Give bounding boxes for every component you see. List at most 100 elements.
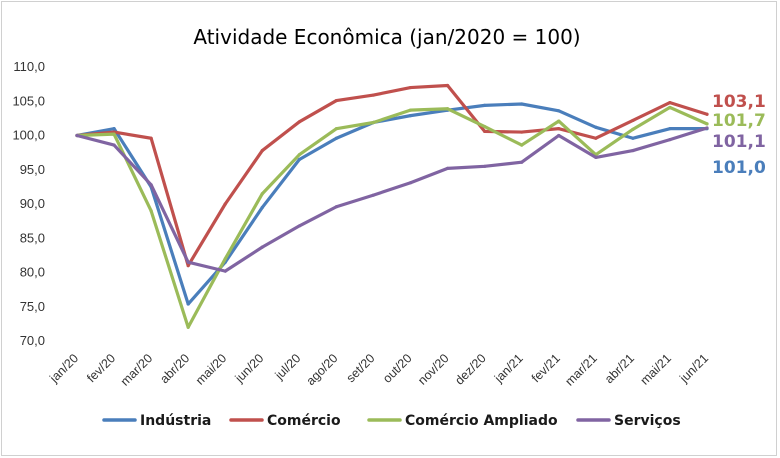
data-point [668, 101, 672, 105]
data-point [408, 85, 413, 90]
data-point [483, 103, 487, 107]
legend-label: Comércio [267, 413, 341, 429]
data-point [705, 126, 709, 130]
legend-label: Serviços [614, 413, 681, 429]
data-point [223, 269, 227, 273]
y-tick-label: 85,0 [20, 230, 45, 245]
x-tick-label: jul/20 [272, 351, 304, 383]
chart-title: Atividade Econômica (jan/2020 = 100) [193, 25, 580, 49]
data-point [705, 122, 709, 126]
data-point [557, 133, 561, 138]
x-tick-label: abr/21 [602, 351, 637, 386]
data-point [260, 192, 264, 196]
data-point [705, 112, 709, 116]
data-point [631, 127, 635, 131]
x-tick-label: out/20 [380, 351, 415, 386]
data-point [149, 136, 153, 140]
legend: Indústria Comércio Comércio Ampliado Serviç… [102, 413, 681, 429]
x-axis: jan/20 fev/20 mar/20 abr/20 mai/20 jun/20 jul/… [46, 351, 711, 388]
data-point [483, 124, 487, 129]
data-point [112, 132, 116, 136]
data-point [520, 160, 524, 164]
series-line [75, 105, 709, 329]
data-point [445, 166, 450, 170]
y-axis: 70,0 75,0 80,0 85,0 90,0 95,0 100,0 105,0 110,0 [12, 59, 45, 348]
x-tick-label: jan/20 [46, 351, 81, 386]
data-point [445, 83, 450, 88]
end-value-label: 101,0 [712, 158, 766, 178]
y-tick-label: 90,0 [20, 196, 45, 211]
data-point [112, 143, 116, 147]
data-point [186, 325, 190, 329]
data-point [334, 136, 339, 140]
x-tick-label: dez/20 [452, 351, 488, 387]
y-tick-label: 110,0 [13, 59, 45, 74]
data-point [186, 302, 190, 306]
data-point [445, 107, 450, 111]
data-point [297, 153, 301, 157]
data-point [260, 148, 264, 153]
data-point [149, 209, 153, 213]
data-point [371, 193, 376, 197]
data-point [631, 148, 635, 153]
x-tick-label: fev/21 [529, 351, 563, 385]
data-point [334, 127, 339, 131]
series-line [75, 83, 709, 268]
data-point [334, 98, 339, 103]
data-point [668, 105, 672, 110]
data-point [186, 264, 190, 268]
data-point [483, 164, 487, 168]
x-tick-label: jun/20 [232, 351, 267, 386]
data-point [223, 202, 227, 206]
x-tick-label: mai/20 [193, 351, 229, 387]
x-tick-label: fev/20 [84, 351, 118, 385]
x-tick-label: jan/21 [491, 351, 526, 386]
series-line [75, 102, 709, 306]
data-point [223, 257, 227, 261]
x-tick-label: mar/20 [118, 351, 155, 388]
data-point [408, 181, 413, 185]
data-point [297, 157, 301, 162]
data-point [186, 260, 190, 264]
x-tick-label: nov/20 [415, 351, 451, 387]
data-point [594, 136, 598, 140]
data-point [520, 102, 524, 106]
x-tick-label: abr/20 [157, 351, 192, 386]
y-tick-label: 70,0 [20, 333, 45, 348]
data-point [520, 143, 524, 147]
data-point [408, 114, 413, 118]
data-point [594, 155, 598, 160]
end-value-label: 103,1 [712, 92, 766, 112]
data-point [483, 129, 487, 133]
legend-label: Indústria [140, 413, 211, 429]
end-value-label: 101,1 [712, 132, 766, 152]
x-tick-label: jun/21 [676, 351, 711, 386]
data-point [408, 108, 413, 112]
end-value-label: 101,7 [712, 111, 766, 131]
data-point [260, 205, 264, 210]
data-point [75, 133, 79, 138]
data-point [297, 224, 301, 228]
data-point [371, 93, 376, 97]
x-tick-label: mar/21 [563, 351, 600, 388]
y-tick-label: 80,0 [20, 265, 45, 280]
data-point [112, 127, 116, 131]
y-tick-label: 75,0 [20, 299, 45, 314]
data-point [149, 183, 153, 187]
data-point [557, 109, 561, 113]
y-tick-label: 105,0 [12, 93, 45, 108]
x-tick-label: ago/20 [304, 351, 341, 388]
data-point [631, 118, 635, 123]
data-point [297, 120, 301, 124]
series-line [75, 126, 709, 273]
data-point [334, 205, 339, 209]
data-point [557, 119, 561, 123]
x-tick-label: set/20 [344, 351, 378, 385]
data-point [668, 127, 672, 131]
x-tick-label: mai/21 [638, 351, 674, 387]
data-point [371, 120, 376, 125]
y-tick-label: 100,0 [12, 128, 45, 143]
y-tick-label: 95,0 [20, 162, 45, 177]
